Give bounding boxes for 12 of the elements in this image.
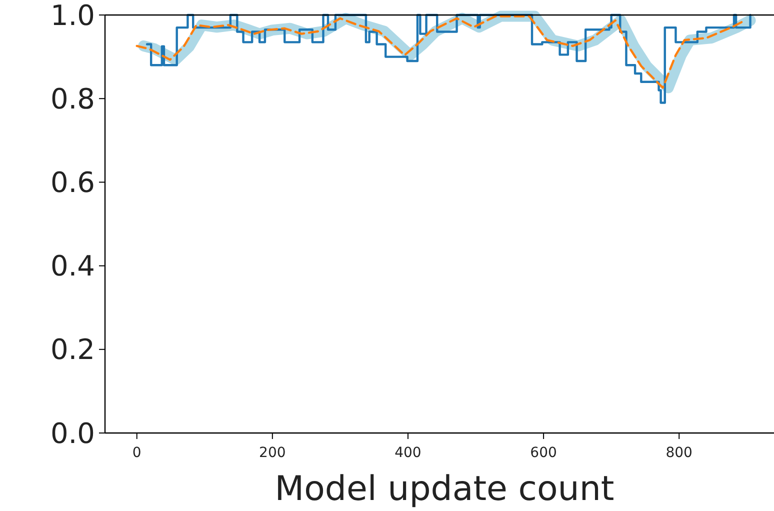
y-tick-label: 0.6 xyxy=(50,166,95,199)
y-tick-label: 0.2 xyxy=(50,333,95,366)
y-tick-label: 0.4 xyxy=(50,250,95,283)
y-tick-label: 1.0 xyxy=(50,0,95,32)
x-axis-title: Model update count xyxy=(274,469,614,509)
x-tick-label: 400 xyxy=(394,445,422,461)
x-tick-label: 0 xyxy=(132,445,142,461)
x-tick-label: 600 xyxy=(530,445,557,461)
x-tick-label: 200 xyxy=(259,445,286,461)
y-tick-label: 0.8 xyxy=(50,82,95,116)
x-tick-label: 800 xyxy=(666,445,692,461)
y-tick-label: 0.0 xyxy=(50,416,95,450)
